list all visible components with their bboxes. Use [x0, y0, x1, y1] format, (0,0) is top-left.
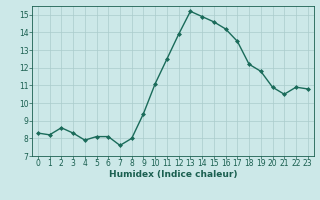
- X-axis label: Humidex (Indice chaleur): Humidex (Indice chaleur): [108, 170, 237, 179]
